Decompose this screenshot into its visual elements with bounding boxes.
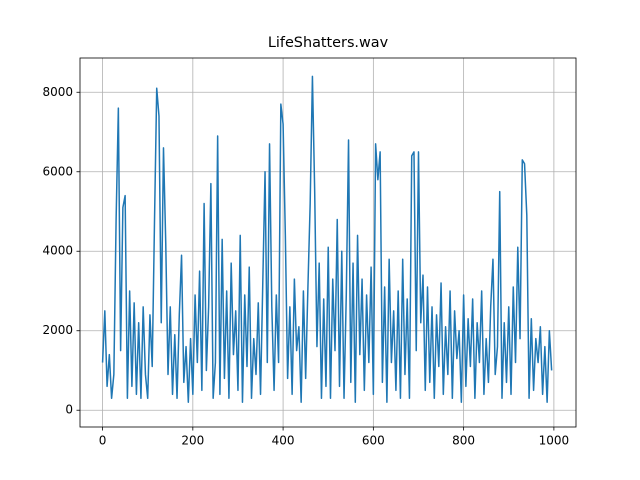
y-tick-label: 2000	[42, 323, 73, 337]
x-tick-label: 400	[272, 434, 295, 448]
x-tick-label: 200	[181, 434, 204, 448]
x-tick-label: 800	[452, 434, 475, 448]
axes-frame	[79, 57, 577, 428]
x-tick-label: 0	[99, 434, 107, 448]
x-tick-label: 1000	[539, 434, 570, 448]
chart-title: LifeShatters.wav	[268, 35, 389, 51]
y-tick-label: 6000	[42, 164, 73, 178]
y-tick-label: 4000	[42, 244, 73, 258]
x-tick-label: 600	[362, 434, 385, 448]
y-tick-label: 8000	[42, 85, 73, 99]
y-tick-label: 0	[65, 403, 73, 417]
data-line	[101, 75, 553, 404]
